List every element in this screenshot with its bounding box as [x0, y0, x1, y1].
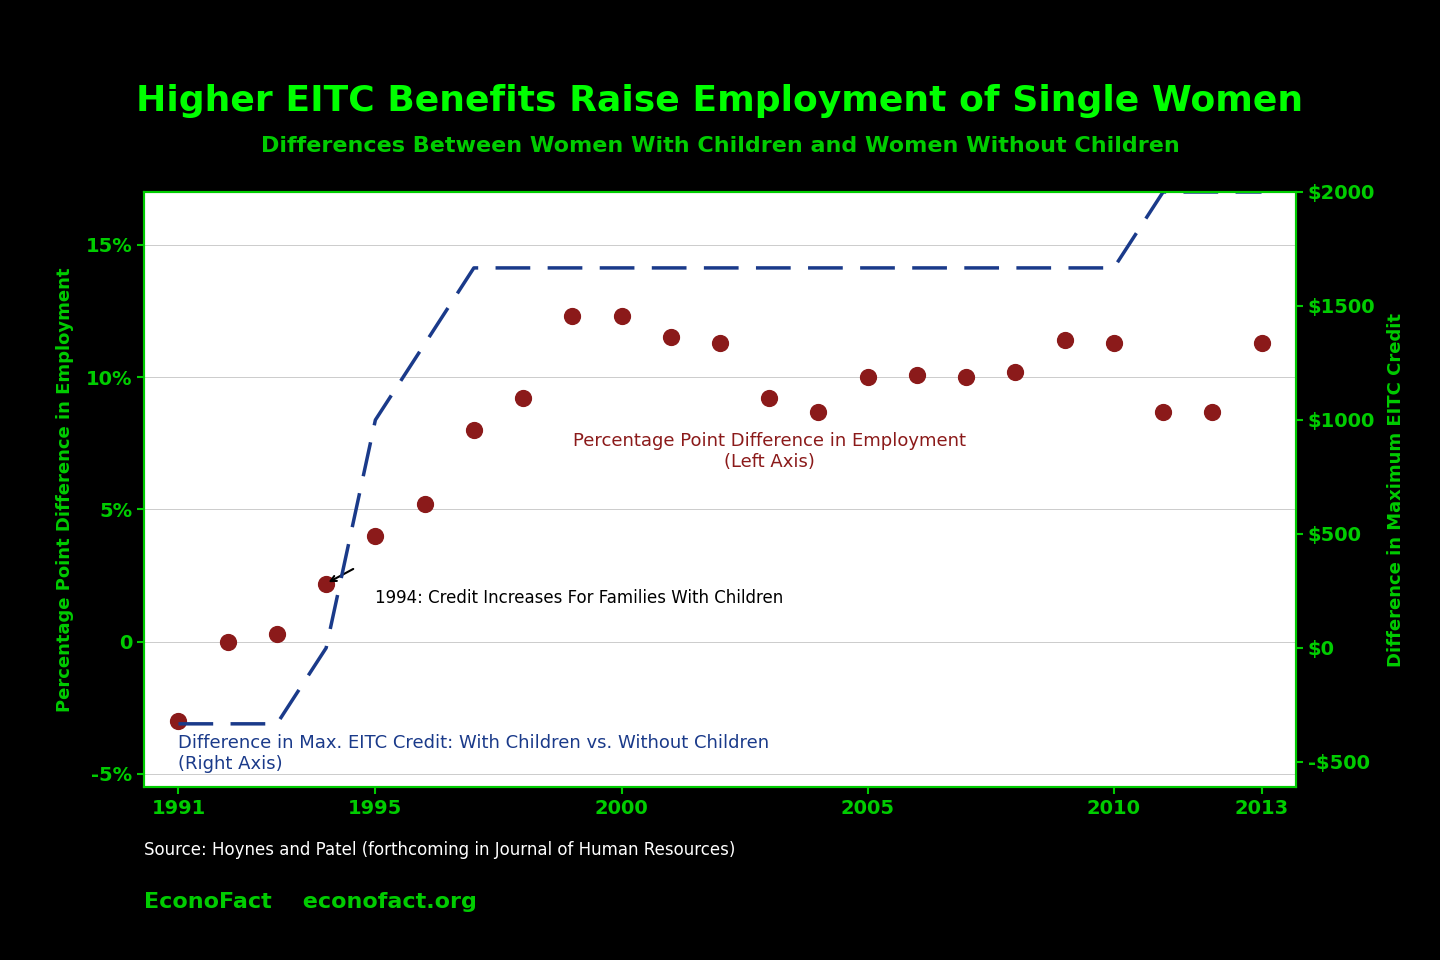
- Point: [314, 576, 337, 591]
- Point: [216, 634, 239, 649]
- Text: Percentage Point Difference in Employment
(Left Axis): Percentage Point Difference in Employmen…: [573, 432, 966, 470]
- Text: Higher EITC Benefits Raise Employment of Single Women: Higher EITC Benefits Raise Employment of…: [137, 84, 1303, 118]
- Point: [167, 713, 190, 729]
- Y-axis label: Difference in Maximum EITC Credit: Difference in Maximum EITC Credit: [1387, 313, 1404, 666]
- Point: [660, 330, 683, 346]
- Point: [708, 335, 732, 350]
- Point: [955, 370, 978, 385]
- Y-axis label: Percentage Point Difference in Employment: Percentage Point Difference in Employmen…: [56, 267, 75, 712]
- Point: [1004, 364, 1027, 379]
- Point: [1103, 335, 1126, 350]
- Point: [364, 528, 387, 543]
- Point: [265, 626, 288, 641]
- Point: [511, 391, 534, 406]
- Text: Source: Hoynes and Patel (forthcoming in Journal of Human Resources): Source: Hoynes and Patel (forthcoming in…: [144, 841, 736, 858]
- Text: Differences Between Women With Children and Women Without Children: Differences Between Women With Children …: [261, 136, 1179, 156]
- Point: [906, 367, 929, 382]
- Point: [1201, 404, 1224, 420]
- Point: [611, 309, 634, 324]
- Point: [413, 496, 436, 512]
- Point: [1152, 404, 1175, 420]
- Point: [806, 404, 829, 420]
- Point: [1250, 335, 1273, 350]
- Point: [1053, 332, 1076, 348]
- Text: EconoFact    econofact.org: EconoFact econofact.org: [144, 893, 477, 912]
- Text: 1994: Credit Increases For Families With Children: 1994: Credit Increases For Families With…: [376, 588, 783, 607]
- Point: [757, 391, 780, 406]
- Point: [462, 422, 485, 438]
- Text: Difference in Max. EITC Credit: With Children vs. Without Children
(Right Axis): Difference in Max. EITC Credit: With Chi…: [179, 734, 769, 773]
- Point: [857, 370, 880, 385]
- Point: [560, 309, 583, 324]
